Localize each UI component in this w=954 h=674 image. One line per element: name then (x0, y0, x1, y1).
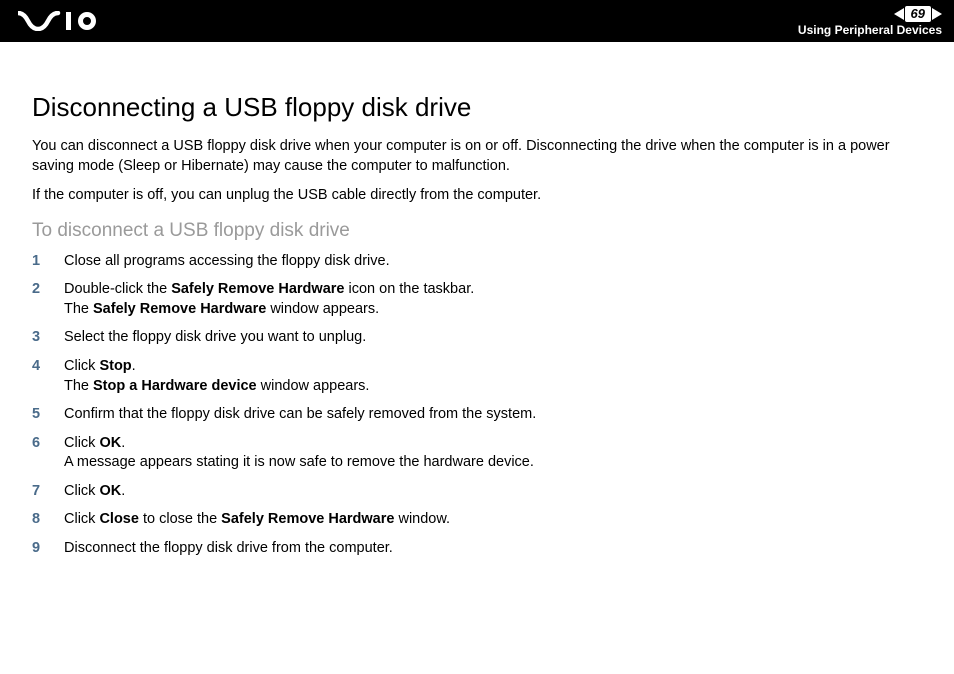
page-number-badge: 69 (905, 6, 931, 22)
vaio-logo-svg (18, 11, 116, 31)
page-title: Disconnecting a USB floppy disk drive (32, 92, 926, 123)
step-number: 9 (32, 539, 64, 559)
page-content: Disconnecting a USB floppy disk drive Yo… (0, 42, 954, 558)
bold-term: Stop a Hardware device (93, 378, 257, 394)
section-title: Using Peripheral Devices (798, 23, 942, 37)
step-text: Click OK.A message appears stating it is… (64, 434, 926, 473)
step-number: 8 (32, 510, 64, 530)
bold-term: OK (99, 435, 121, 451)
bold-term: Close (99, 511, 139, 527)
subheading: To disconnect a USB floppy disk drive (32, 220, 926, 242)
step-item: 2Double-click the Safely Remove Hardware… (32, 280, 926, 319)
vaio-logo (18, 11, 116, 31)
intro-paragraph-2: If the computer is off, you can unplug t… (32, 186, 926, 206)
step-text: Confirm that the floppy disk drive can b… (64, 405, 926, 425)
step-item: 3Select the floppy disk drive you want t… (32, 328, 926, 348)
step-item: 8Click Close to close the Safely Remove … (32, 510, 926, 530)
step-item: 9Disconnect the floppy disk drive from t… (32, 539, 926, 559)
step-text: Click Close to close the Safely Remove H… (64, 510, 926, 530)
header-right: 69 Using Peripheral Devices (798, 6, 942, 37)
step-number: 2 (32, 280, 64, 300)
step-item: 4Click Stop.The Stop a Hardware device w… (32, 357, 926, 396)
bold-term: OK (99, 483, 121, 499)
step-text: Select the floppy disk drive you want to… (64, 328, 926, 348)
step-item: 1Close all programs accessing the floppy… (32, 252, 926, 272)
next-page-arrow-icon[interactable] (932, 8, 942, 20)
bold-term: Stop (99, 358, 131, 374)
step-text: Double-click the Safely Remove Hardware … (64, 280, 926, 319)
step-number: 7 (32, 482, 64, 502)
step-number: 6 (32, 434, 64, 454)
steps-list: 1Close all programs accessing the floppy… (32, 252, 926, 559)
bold-term: Safely Remove Hardware (221, 511, 394, 527)
step-number: 5 (32, 405, 64, 425)
header-bar: 69 Using Peripheral Devices (0, 0, 954, 42)
intro-paragraph-1: You can disconnect a USB floppy disk dri… (32, 137, 926, 176)
step-text: Click Stop.The Stop a Hardware device wi… (64, 357, 926, 396)
step-number: 4 (32, 357, 64, 377)
step-number: 1 (32, 252, 64, 272)
bold-term: Safely Remove Hardware (171, 281, 344, 297)
step-item: 6Click OK.A message appears stating it i… (32, 434, 926, 473)
bold-term: Safely Remove Hardware (93, 301, 266, 317)
step-item: 5Confirm that the floppy disk drive can … (32, 405, 926, 425)
step-text: Close all programs accessing the floppy … (64, 252, 926, 272)
step-item: 7Click OK. (32, 482, 926, 502)
prev-page-arrow-icon[interactable] (894, 8, 904, 20)
step-text: Click OK. (64, 482, 926, 502)
page-nav: 69 (894, 6, 942, 22)
step-number: 3 (32, 328, 64, 348)
step-text: Disconnect the floppy disk drive from th… (64, 539, 926, 559)
